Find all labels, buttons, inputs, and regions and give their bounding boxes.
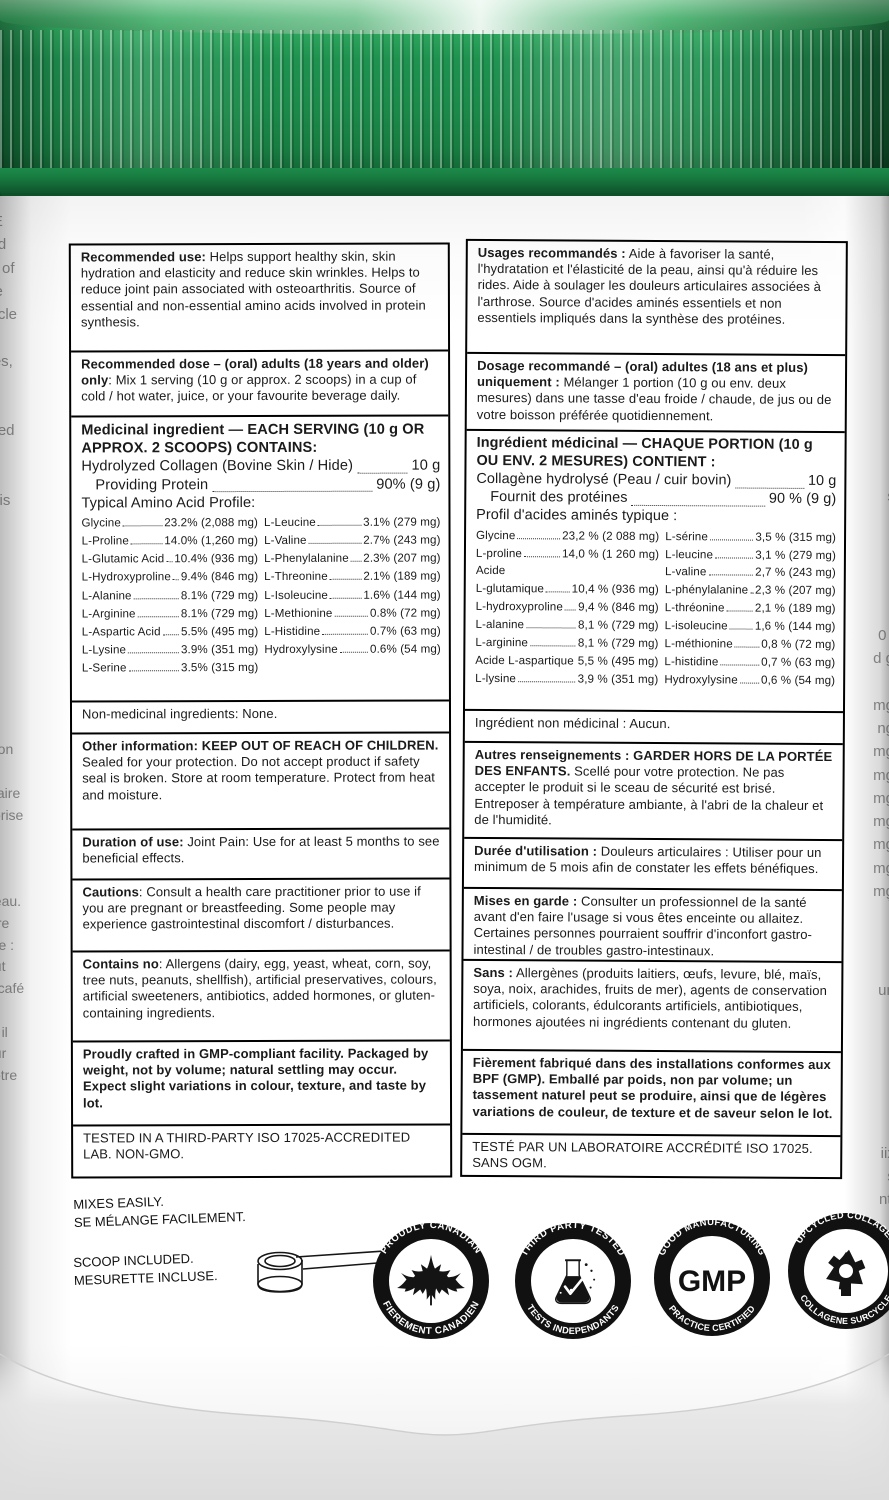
svg-text:GMP: GMP (678, 1265, 746, 1298)
